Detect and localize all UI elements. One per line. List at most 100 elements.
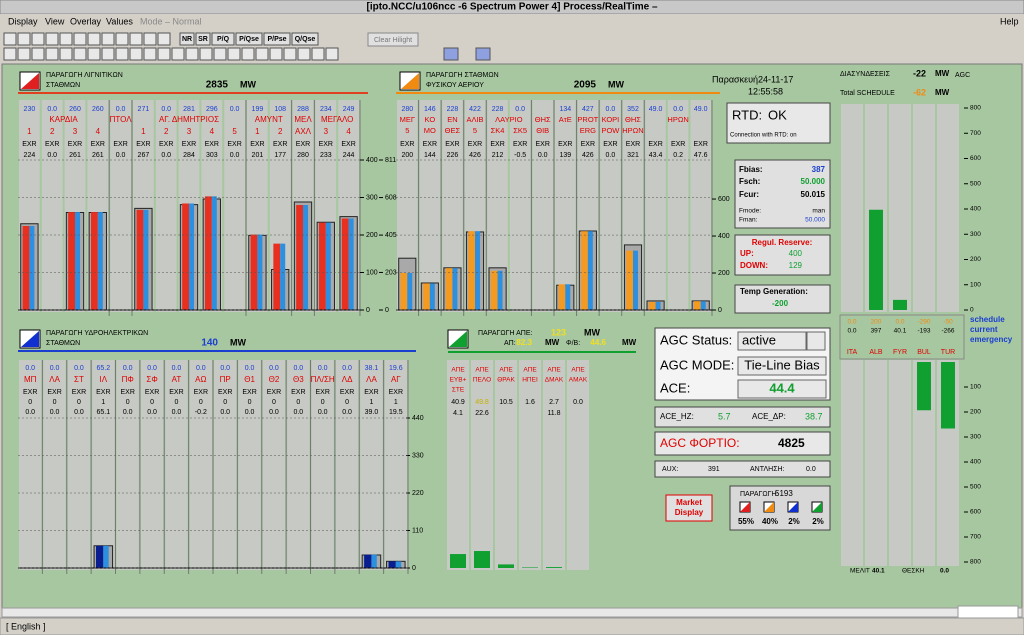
tool-button[interactable] <box>291 32 319 46</box>
unit-num: 4 <box>96 127 101 136</box>
tool-icon[interactable] <box>101 47 115 61</box>
tool-icon[interactable] <box>143 32 157 46</box>
tool-icon[interactable] <box>59 47 73 61</box>
tool-icon[interactable] <box>227 47 241 61</box>
agc-mode[interactable]: Tie-Line Bias <box>744 357 820 372</box>
menu-help[interactable]: Help <box>1000 16 1019 26</box>
tool-button-label[interactable]: NR <box>182 36 192 43</box>
tool-icon[interactable] <box>213 47 227 61</box>
tool-icon[interactable] <box>241 47 255 61</box>
tool-icon[interactable] <box>3 32 17 46</box>
market-button[interactable] <box>665 494 713 522</box>
tool-icon[interactable] <box>31 47 45 61</box>
agc-button[interactable] <box>737 356 827 376</box>
group-name: ΛΑ <box>49 375 60 384</box>
clear-button[interactable] <box>367 32 419 47</box>
tool-button-label[interactable]: Q/Qse <box>295 36 316 43</box>
tool-icon[interactable] <box>185 47 199 61</box>
tool-icon[interactable] <box>311 47 325 61</box>
market-label[interactable]: Market <box>676 498 702 507</box>
tool-icon[interactable] <box>73 32 87 46</box>
tool-icon[interactable] <box>325 47 339 61</box>
output-bar <box>468 231 475 310</box>
tool-icon[interactable] <box>101 32 115 46</box>
unit-status: EXR <box>250 141 264 148</box>
menu-item[interactable]: Values <box>106 16 133 26</box>
unit-column <box>140 360 164 570</box>
group-name: ΠΡ <box>220 375 231 384</box>
temp-box <box>734 284 831 314</box>
tool-button[interactable] <box>263 32 291 46</box>
tool-button[interactable] <box>195 32 211 46</box>
ic-column <box>913 104 935 312</box>
tool-button-label[interactable]: P/Pse <box>267 36 286 43</box>
tool-icon[interactable] <box>199 47 213 61</box>
agc-button[interactable] <box>806 331 826 351</box>
tool-icon[interactable] <box>115 47 129 61</box>
tool-button-label[interactable]: SR <box>198 36 208 43</box>
tool-icon[interactable] <box>73 47 87 61</box>
unit-status: EXR <box>267 389 281 396</box>
tool-button-label[interactable]: P/Qse <box>239 36 259 43</box>
tool-icon[interactable] <box>269 47 283 61</box>
tool-button[interactable] <box>211 32 235 46</box>
tool-icon[interactable] <box>17 32 31 46</box>
reserve-box <box>734 234 831 276</box>
tool-icon[interactable] <box>45 32 59 46</box>
tool-button[interactable] <box>235 32 263 46</box>
tool-icon[interactable] <box>157 32 171 46</box>
menu-item[interactable]: Overlay <box>70 16 102 26</box>
tool-icon[interactable] <box>59 32 73 46</box>
tool-icon[interactable] <box>129 32 143 46</box>
tool-icon[interactable] <box>87 32 101 46</box>
market-label[interactable]: Display <box>675 508 704 517</box>
menu-item[interactable]: View <box>45 16 65 26</box>
tool-icon[interactable] <box>129 47 143 61</box>
load-value: 4825 <box>778 436 805 450</box>
tool-icon[interactable] <box>3 47 17 61</box>
tool-icon[interactable] <box>297 47 311 61</box>
tool-icon[interactable] <box>171 47 185 61</box>
tool-icon[interactable] <box>17 47 31 61</box>
tool-icon[interactable] <box>283 47 297 61</box>
tool-icon[interactable] <box>45 47 59 61</box>
agc-status[interactable]: active <box>742 332 776 347</box>
axis-label: 700 <box>970 130 981 137</box>
tool-icon[interactable] <box>157 47 171 61</box>
unit-value: 0.0 <box>147 409 157 416</box>
res-value2: 11.8 <box>547 410 560 417</box>
rtd-label: RTD: <box>732 107 762 122</box>
unit-count: 0 <box>321 399 325 406</box>
clear-button-label[interactable]: Clear Hilight <box>374 37 412 44</box>
setpoint-bar <box>211 196 217 310</box>
res-bar <box>498 564 514 568</box>
agc-button[interactable] <box>737 331 807 351</box>
unit-column <box>43 360 66 570</box>
tool-icon[interactable] <box>115 32 129 46</box>
setpoint-bar <box>103 545 109 568</box>
unit-cap: 0.0 <box>673 106 683 113</box>
group-name: Θ3 <box>293 375 304 384</box>
tool-icon[interactable] <box>31 32 45 46</box>
unit-status: EXR <box>626 141 640 148</box>
share: 55% <box>738 517 754 526</box>
tool-button-label[interactable]: P/Q <box>217 36 230 43</box>
tool-icon[interactable] <box>143 47 157 61</box>
unit-column <box>92 360 115 570</box>
menu-item[interactable]: Display <box>8 16 38 26</box>
unit-count: 1 <box>369 399 373 406</box>
rtd-connection: Connection with RTD: on <box>730 133 797 139</box>
tool-icon[interactable] <box>87 47 101 61</box>
ic-legend: schedule <box>970 315 1005 324</box>
tool-button[interactable] <box>179 32 195 46</box>
unit-status: EXR <box>490 141 504 148</box>
unit-value: 0.0 <box>123 409 133 416</box>
ic-column <box>889 360 911 566</box>
tool-icon[interactable] <box>255 47 269 61</box>
res-name: ΑΜΑΚ <box>569 377 588 384</box>
res-name: ΣΤΕ <box>452 387 465 394</box>
unit-column <box>311 360 334 570</box>
ic-unit: MW <box>935 88 950 97</box>
ic-current: 40.1 <box>894 328 907 335</box>
ic-column <box>937 104 959 312</box>
